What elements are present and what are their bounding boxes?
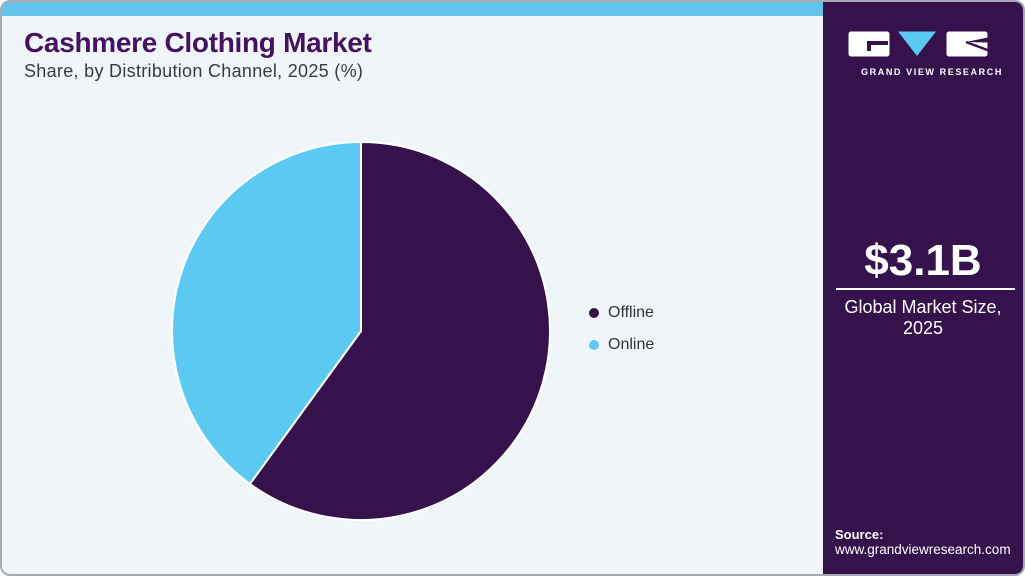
market-size-block: $3.1B Global Market Size, 2025 (823, 236, 1023, 339)
legend-item-online: Online (589, 335, 654, 355)
logo-r-icon (946, 31, 995, 57)
logo-v-icon (898, 31, 936, 56)
top-accent-bar (2, 2, 825, 16)
legend-swatch-online-icon (589, 340, 599, 350)
sidebar: GRAND VIEW RESEARCH $3.1B Global Market … (823, 2, 1023, 574)
logo-g-icon (848, 31, 890, 57)
legend-swatch-offline-icon (589, 308, 599, 318)
legend-label-offline: Offline (608, 304, 654, 321)
legend: Offline Online (589, 303, 654, 355)
logo-wordmark: GRAND VIEW RESEARCH (861, 67, 1003, 77)
source-url: www.grandviewresearch.com (835, 542, 1011, 557)
chart-area: Cashmere Clothing Market Share, by Distr… (2, 2, 825, 574)
page-subtitle: Share, by Distribution Channel, 2025 (%) (24, 61, 364, 81)
market-size-label: Global Market Size, 2025 (844, 297, 1002, 338)
grand-view-research-logo: GRAND VIEW RESEARCH (848, 31, 1018, 77)
source-block: Source: www.grandviewresearch.com (835, 527, 1011, 558)
pie-slice-online (171, 141, 362, 485)
gvr-logo-icon (848, 31, 995, 57)
market-size-value: $3.1B (864, 236, 982, 285)
page-title: Cashmere Clothing Market (24, 27, 372, 58)
legend-item-offline: Offline (589, 303, 654, 323)
legend-label-online: Online (608, 336, 655, 353)
pie-chart (171, 141, 551, 521)
pie-slice-offline (248, 141, 551, 521)
source-label: Source: (835, 527, 884, 542)
divider-line (836, 288, 1015, 290)
